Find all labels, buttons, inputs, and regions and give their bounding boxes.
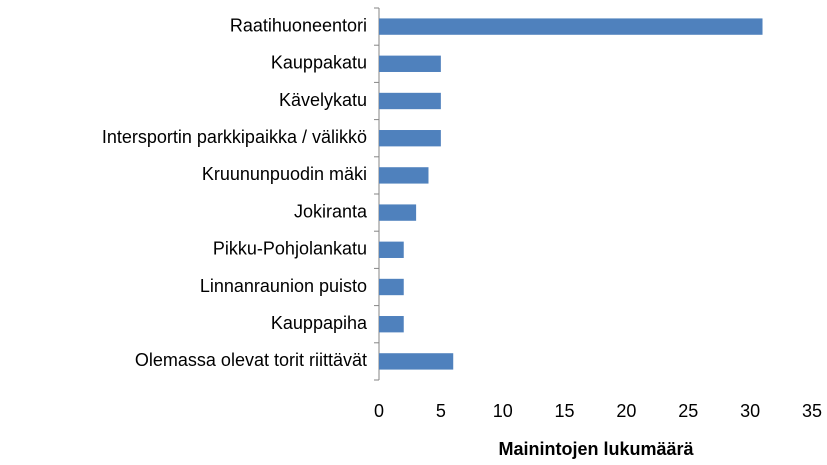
y-tick-label: Olemassa olevat torit riittävät (135, 350, 367, 370)
bar (379, 55, 441, 72)
y-tick-label: Linnanraunion puisto (200, 276, 367, 296)
x-tick-label: 25 (678, 401, 698, 421)
x-tick-label: 10 (493, 401, 513, 421)
x-tick-label: 5 (436, 401, 446, 421)
x-tick-label: 0 (374, 401, 384, 421)
bar (379, 18, 763, 35)
y-tick-label: Kauppakatu (271, 53, 367, 73)
y-tick-label: Pikku-Pohjolankatu (213, 239, 367, 259)
x-tick-label: 20 (616, 401, 636, 421)
x-axis-title: Mainintojen lukumäärä (498, 439, 694, 459)
bar (379, 353, 454, 370)
bar (379, 204, 417, 221)
y-tick-label: Kävelykatu (279, 90, 367, 110)
bar (379, 278, 404, 296)
y-tick-label: Jokiranta (294, 201, 368, 221)
bar (379, 167, 429, 184)
bar (379, 130, 441, 147)
x-tick-label: 15 (555, 401, 575, 421)
bar (379, 241, 404, 258)
y-tick-label: Kruununpuodin mäki (202, 164, 367, 184)
y-tick-label: Kauppapiha (271, 313, 368, 333)
y-tick-label: Intersportin parkkipaikka / välikkö (102, 127, 367, 147)
x-tick-label: 35 (802, 401, 822, 421)
x-tick-label: 30 (740, 401, 760, 421)
bar (379, 92, 441, 110)
y-tick-label: Raatihuoneentori (230, 15, 367, 35)
bar (379, 316, 404, 333)
